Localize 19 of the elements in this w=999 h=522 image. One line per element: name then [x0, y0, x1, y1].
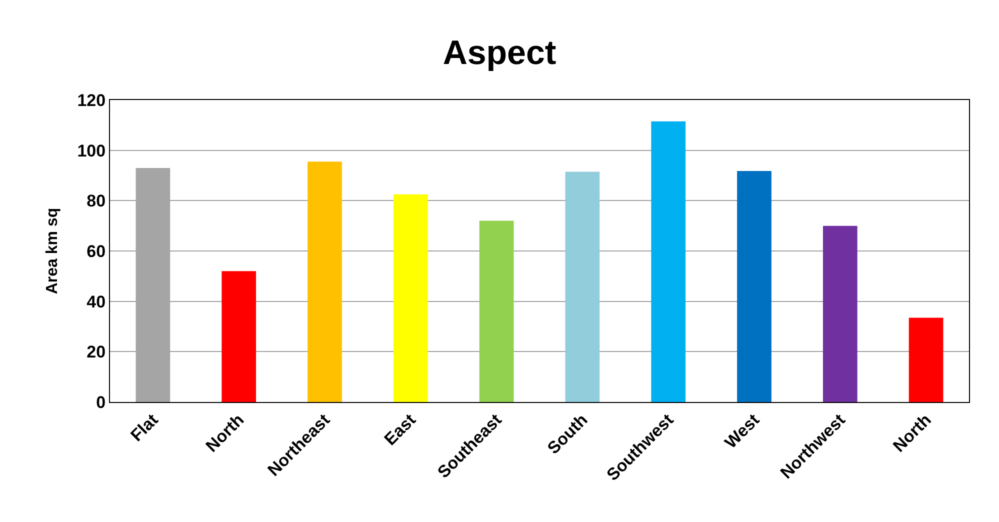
y-tick-label: 20 [86, 342, 106, 362]
bar [393, 194, 428, 402]
bar [822, 226, 858, 402]
y-tick-label: 100 [77, 141, 106, 160]
y-axis-title: Area km sq [44, 208, 62, 294]
bar [308, 162, 342, 402]
chart-title: Aspect [442, 34, 556, 72]
y-tick-label: 0 [96, 392, 106, 412]
bar [479, 220, 514, 402]
bar [651, 121, 686, 402]
x-tick-label: Flat [126, 410, 162, 446]
bar [565, 172, 600, 402]
bar [908, 318, 944, 402]
y-tick-label: 80 [86, 192, 106, 211]
y-tick-label: 60 [86, 242, 106, 261]
bar [222, 271, 256, 402]
y-tick-label: 120 [77, 90, 106, 110]
bar [737, 170, 772, 402]
y-tick-label: 40 [86, 292, 106, 312]
